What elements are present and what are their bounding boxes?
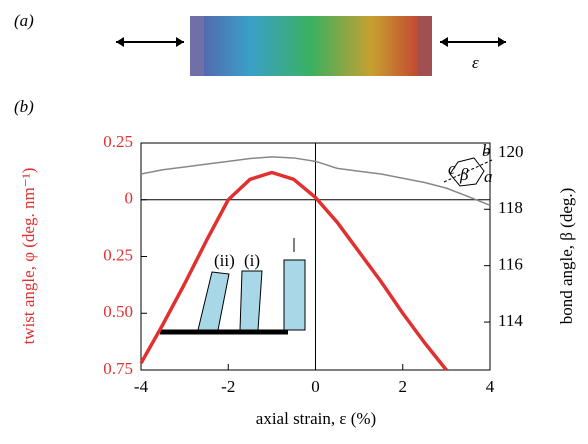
hexagon-diagram (443, 157, 493, 187)
series-line (140, 156, 491, 207)
panel-label: (b) (14, 97, 34, 116)
strain-symbol: ε (472, 53, 479, 72)
hexagon-label: c (448, 159, 456, 178)
y-tick-label: 0.50 (103, 302, 133, 321)
y2-tick-label: 118 (498, 198, 523, 217)
x-tick-label: 4 (486, 377, 495, 396)
y-tick-label: 0 (125, 189, 134, 208)
y-tick-label: 0.75 (103, 359, 133, 378)
x-tick-label: 0 (311, 377, 320, 396)
y2-axis-label: bond angle, β (deg.) (557, 188, 576, 325)
y-tick-label: 0.25 (103, 245, 133, 264)
nanotube-image (116, 16, 506, 76)
hexagon-label: b (482, 141, 491, 160)
inset-label: (ii) (214, 251, 235, 270)
hexagon-label: β (459, 165, 469, 184)
y-axis-label: twist angle, φ (deg. nm⁻¹) (19, 168, 38, 345)
y2-tick-label: 116 (498, 255, 523, 274)
inset-label: (i) (244, 251, 260, 270)
y2-tick-label: 120 (498, 142, 524, 161)
y-tick-label: 0.25 (103, 132, 133, 151)
hexagon-label: a (484, 167, 493, 186)
inset-drawing (160, 238, 306, 335)
series-line (139, 170, 448, 372)
x-axis-label: axial strain, ε (%) (256, 409, 376, 428)
x-tick-label: -4 (134, 377, 149, 396)
x-tick-label: -2 (221, 377, 235, 396)
x-tick-label: 2 (399, 377, 408, 396)
panel-label: (a) (14, 11, 34, 30)
y2-tick-label: 114 (498, 311, 523, 330)
